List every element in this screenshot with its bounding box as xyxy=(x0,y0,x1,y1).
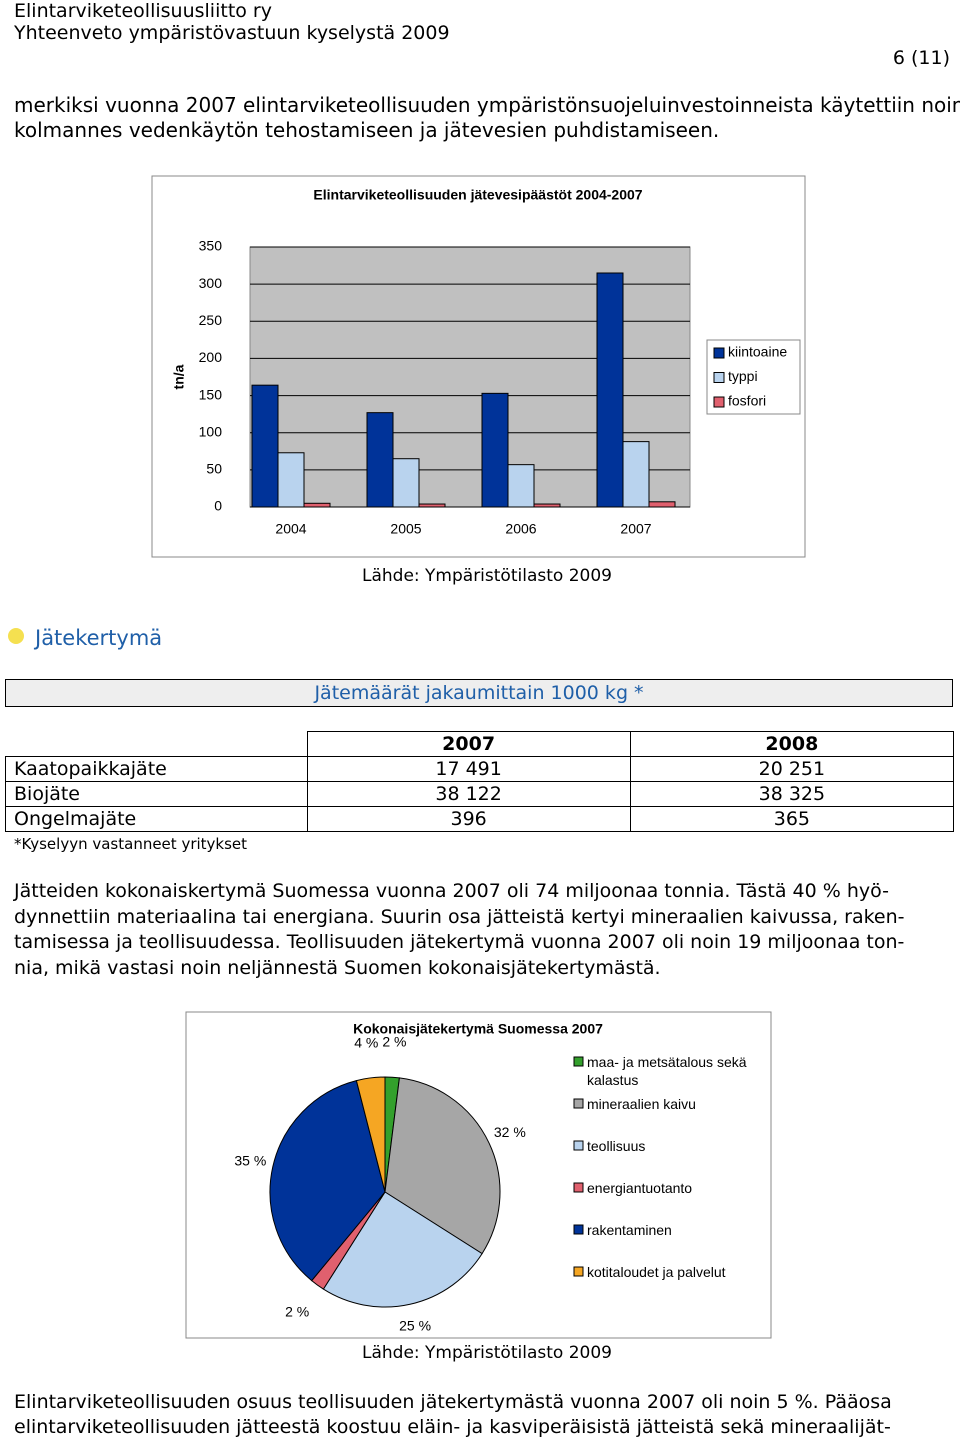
table-cell: Biojäte xyxy=(5,781,308,807)
table-cell: 20 251 xyxy=(629,756,955,782)
x-tick-label: 2004 xyxy=(275,521,306,537)
pie-label: 2 % xyxy=(285,1304,309,1320)
table-title: Jätemäärät jakaumittain 1000 kg * xyxy=(5,679,953,707)
table-cell: 396 xyxy=(306,806,631,832)
paragraph-line: Elintarviketeollisuuden osuus teollisuud… xyxy=(14,1391,892,1413)
table-cell: Kaatopaikkajäte xyxy=(5,756,308,782)
paragraph-line: tamisessa ja teollisuudessa. Teollisuude… xyxy=(14,931,905,954)
table-cell: 38 325 xyxy=(629,781,955,807)
pie-slice xyxy=(322,1191,483,1308)
x-tick-label: 2006 xyxy=(505,521,536,537)
y-tick-label: 250 xyxy=(199,312,223,328)
y-tick-label: 0 xyxy=(214,498,222,514)
legend-label: mineraalien kaivu xyxy=(587,1096,696,1112)
bar xyxy=(392,458,420,508)
paragraph-line: Jätteiden kokonaiskertymä Suomessa vuonn… xyxy=(14,880,889,902)
paragraph-line: elintarviketeollisuuden jätteestä koostu… xyxy=(14,1416,891,1438)
pie-label: 25 % xyxy=(399,1317,431,1333)
legend-label: kotitaloudet ja palvelut xyxy=(587,1264,726,1280)
table-row: Ongelmajäte 396 365 xyxy=(5,806,955,832)
bar xyxy=(366,412,394,508)
paragraph-line: kolmannes vedenkäytön tehostamiseen ja j… xyxy=(14,118,720,142)
pie-slice xyxy=(269,1080,386,1282)
table-cell xyxy=(5,731,308,757)
legend-swatch xyxy=(573,1224,584,1235)
legend-swatch xyxy=(573,1056,584,1067)
y-tick-label: 50 xyxy=(206,461,222,477)
table-cell: 365 xyxy=(629,806,955,832)
table-row: Kaatopaikkajäte 17 491 20 251 xyxy=(5,756,955,782)
pie-slice xyxy=(355,1076,386,1193)
table-cell: 17 491 xyxy=(306,756,631,782)
x-tick-label: 2007 xyxy=(620,521,651,537)
bar xyxy=(622,441,650,508)
table-row: 2007 2008 xyxy=(5,731,955,757)
table-cell: 38 122 xyxy=(306,781,631,807)
paragraph-line: merkiksi vuonna 2007 elintarviketeollisu… xyxy=(14,93,960,117)
bar xyxy=(648,501,676,508)
legend-label: teollisuus xyxy=(587,1138,646,1154)
paragraph-line: dynnettiin materiaalina tai energiana. S… xyxy=(14,905,905,928)
y-axis-label: tn/a xyxy=(171,364,187,389)
legend-swatch xyxy=(713,347,725,359)
table-cell: Ongelmajäte xyxy=(5,806,308,832)
legend-label: energiantuotanto xyxy=(587,1180,693,1196)
header-doc: Yhteenveto ympäristövastuun kyselystä 20… xyxy=(14,22,450,44)
y-tick-label: 100 xyxy=(199,423,223,439)
legend-swatch xyxy=(713,396,725,408)
y-tick-label: 350 xyxy=(199,238,223,254)
legend-label: kiintoaine xyxy=(728,344,787,360)
table: 2007 2008 Kaatopaikkajäte 17 491 20 251 Biojä… xyxy=(5,731,955,832)
section-heading: Jätekertymä xyxy=(35,626,163,650)
bar xyxy=(418,503,446,508)
legend-swatch xyxy=(573,1182,584,1193)
bar xyxy=(277,452,305,508)
pie-label: 4 % xyxy=(354,1034,378,1050)
table-cell: 2008 xyxy=(629,731,955,757)
y-tick-label: 200 xyxy=(199,349,223,365)
header-org: Elintarviketeollisuusliitto ry xyxy=(14,0,272,22)
footnote: *Kyselyyn vastanneet yritykset xyxy=(14,835,248,853)
chart-title: Kokonaisjätekertymä Suomessa 2007 xyxy=(353,1021,603,1037)
table-row: Biojäte 38 122 38 325 xyxy=(5,781,955,807)
y-tick-label: 300 xyxy=(199,275,223,291)
pie-label: 35 % xyxy=(234,1153,266,1169)
chart-title: Elintarviketeollisuuden jätevesipäästöt … xyxy=(313,187,642,203)
bar xyxy=(303,502,331,508)
bar xyxy=(481,392,509,508)
y-tick-label: 150 xyxy=(199,386,223,402)
legend-swatch xyxy=(573,1266,584,1277)
bullet xyxy=(8,628,24,644)
bar xyxy=(507,464,535,508)
pie-label: 2 % xyxy=(382,1033,406,1049)
legend-label: rakentaminen xyxy=(587,1222,672,1238)
legend-swatch xyxy=(573,1140,584,1151)
page-number: 6 (11) xyxy=(892,47,950,69)
bar xyxy=(533,503,561,508)
chart-source: Lähde: Ympäristötilasto 2009 xyxy=(362,566,612,586)
bar xyxy=(251,384,279,508)
legend-swatch xyxy=(713,372,725,383)
legend-label: maa- ja metsätalous sekä kalastus xyxy=(587,1054,747,1088)
x-tick-label: 2005 xyxy=(390,521,421,537)
table-cell: 2007 xyxy=(306,731,631,757)
legend-label: typpi xyxy=(728,368,758,384)
legend-swatch xyxy=(573,1098,584,1109)
pie-label: 32 % xyxy=(494,1124,526,1140)
bar xyxy=(596,272,624,508)
paragraph-line: nia, mikä vastasi noin neljännestä Suome… xyxy=(14,957,661,980)
legend-label: fosfori xyxy=(728,393,766,409)
chart-source: Lähde: Ympäristötilasto 2009 xyxy=(362,1343,612,1363)
